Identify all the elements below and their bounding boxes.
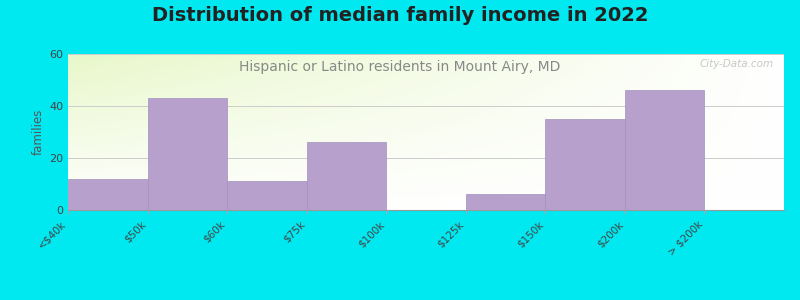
Text: Hispanic or Latino residents in Mount Airy, MD: Hispanic or Latino residents in Mount Ai… — [239, 60, 561, 74]
Bar — [306, 142, 386, 210]
Bar — [466, 194, 546, 210]
Text: City-Data.com: City-Data.com — [699, 59, 774, 69]
Y-axis label: families: families — [32, 109, 45, 155]
Bar — [625, 90, 705, 210]
Bar — [68, 179, 147, 210]
Text: Distribution of median family income in 2022: Distribution of median family income in … — [152, 6, 648, 25]
Bar — [227, 182, 306, 210]
Bar — [147, 98, 227, 210]
Bar — [546, 119, 625, 210]
